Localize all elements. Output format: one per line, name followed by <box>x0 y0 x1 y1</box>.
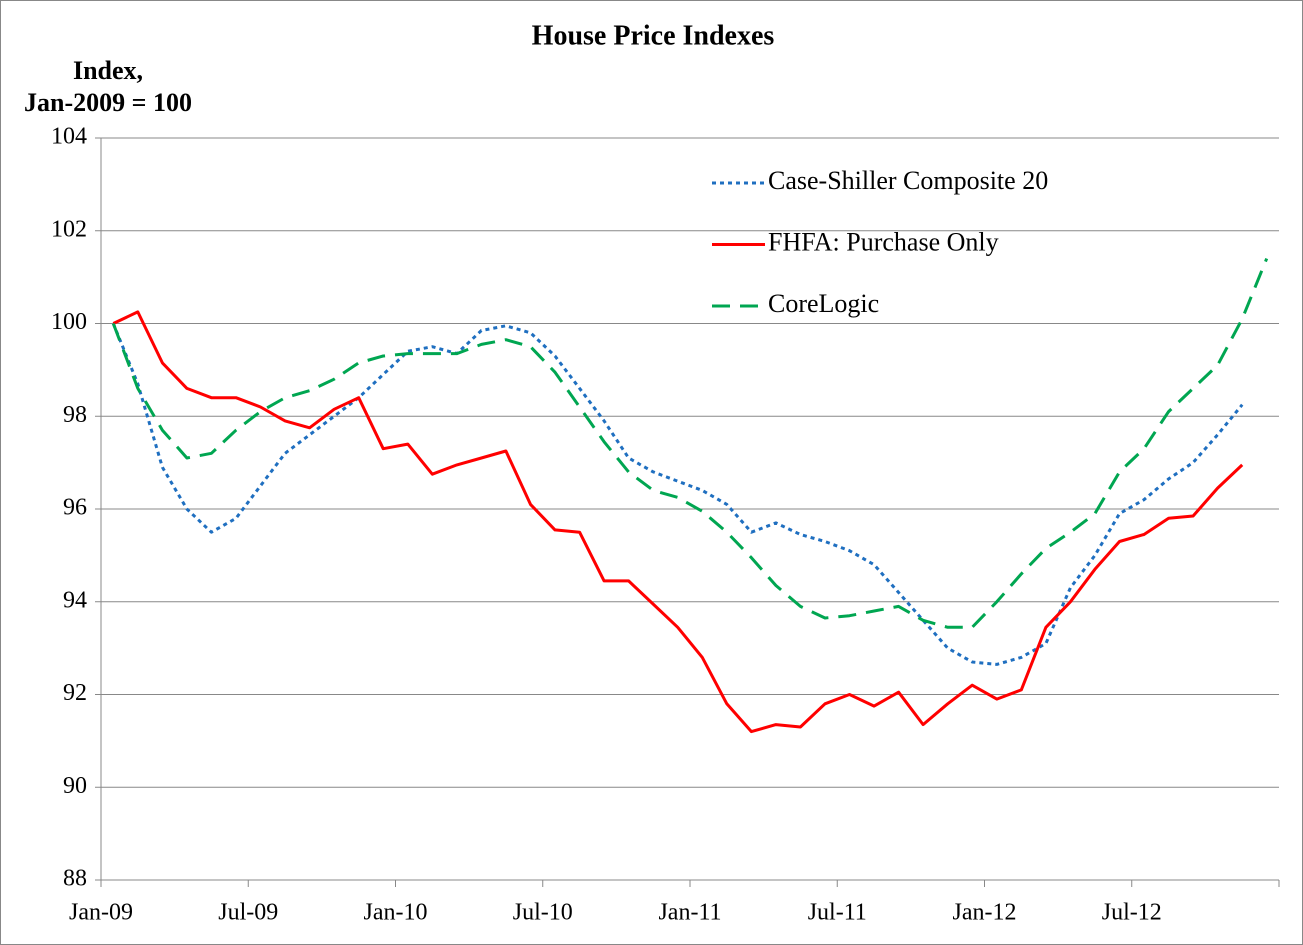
x-tick-label: Jul-12 <box>1102 900 1162 926</box>
y-axis-label: Jan-2009 = 100 <box>24 88 192 117</box>
y-tick-label: 98 <box>63 402 87 428</box>
legend-label: Case-Shiller Composite 20 <box>768 166 1048 195</box>
y-tick-label: 92 <box>63 680 87 706</box>
y-tick-label: 96 <box>63 495 87 521</box>
series-line <box>111 258 1269 629</box>
y-tick-label: 102 <box>51 216 87 242</box>
x-tick-label: Jan-12 <box>953 900 1017 926</box>
y-tick-label: 100 <box>51 309 87 335</box>
legend-label: CoreLogic <box>768 289 879 318</box>
x-tick-label: Jul-09 <box>218 900 278 926</box>
y-tick-label: 104 <box>51 124 87 150</box>
y-axis-label: Index, <box>73 56 143 85</box>
series-line <box>111 322 1244 666</box>
x-tick-label: Jul-11 <box>808 900 867 926</box>
y-tick-label: 90 <box>63 773 87 799</box>
x-tick-label: Jul-10 <box>513 900 573 926</box>
x-tick-label: Jan-11 <box>658 900 721 926</box>
x-tick-label: Jan-10 <box>364 900 428 926</box>
legend-label: FHFA: Purchase Only <box>768 227 999 256</box>
series-line <box>112 310 1244 734</box>
y-tick-label: 88 <box>63 866 87 892</box>
chart-title: House Price Indexes <box>532 20 775 51</box>
x-tick-label: Jan-09 <box>69 900 133 926</box>
y-tick-label: 94 <box>63 587 87 613</box>
